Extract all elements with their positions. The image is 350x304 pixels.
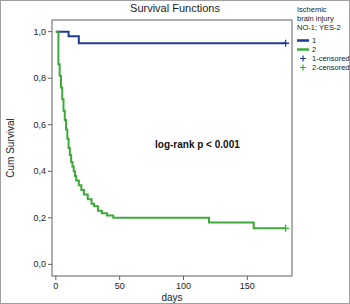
x-tick [247, 276, 248, 280]
x-tick [119, 276, 120, 280]
annotation: log-rank p < 0.001 [155, 139, 240, 150]
y-tick [48, 31, 52, 32]
x-tick-label: 150 [240, 281, 255, 291]
background [1, 1, 350, 304]
y-tick [48, 217, 52, 218]
x-tick [55, 276, 56, 280]
y-tick-label: 1,0 [33, 27, 46, 37]
y-tick-label: 0,0 [33, 259, 46, 269]
y-tick [48, 264, 52, 265]
legend-label: 1 [312, 36, 316, 45]
y-tick-label: 0,8 [33, 73, 46, 83]
legend-label: 2 [312, 45, 316, 54]
chart: Survival Functions 0,0 0,2 0,4 0,6 0,8 1,0 0 50 1… [0, 0, 350, 304]
survival-curve [56, 32, 286, 229]
plot-area [56, 32, 289, 232]
censor-mark [282, 40, 289, 47]
plot-frame [52, 20, 292, 276]
legend-title-line: Ischemic [297, 5, 327, 14]
title: Survival Functions [130, 2, 220, 14]
survival-curve [56, 32, 286, 44]
y-tick-label: 0,6 [33, 120, 46, 130]
legend-title-line: brain injury [297, 14, 334, 23]
legend-swatch [300, 65, 306, 71]
x-tick-label: 0 [53, 281, 58, 291]
x-tick-label: 50 [115, 281, 125, 291]
y-axis-label: Cum Survival [5, 118, 16, 177]
legend-swatch [300, 56, 306, 62]
legend-title-line: NO-1; YES-2 [297, 23, 341, 32]
y-tick [48, 171, 52, 172]
legend-swatch [297, 39, 309, 42]
x-tick-label: 100 [176, 281, 191, 291]
legend-label: 1-censored [312, 54, 350, 63]
legend-label: 2-censored [312, 63, 350, 72]
legend-swatch [297, 48, 309, 51]
y-tick [48, 124, 52, 125]
censor-mark [282, 225, 289, 232]
x-tick [183, 276, 184, 280]
legend-title: Ischemicbrain injuryNO-1; YES-2 [297, 5, 341, 32]
y-tick [48, 78, 52, 79]
y-tick-label: 0,2 [33, 213, 46, 223]
y-tick-label: 0,4 [33, 166, 46, 176]
x-axis-label: days [161, 292, 182, 303]
